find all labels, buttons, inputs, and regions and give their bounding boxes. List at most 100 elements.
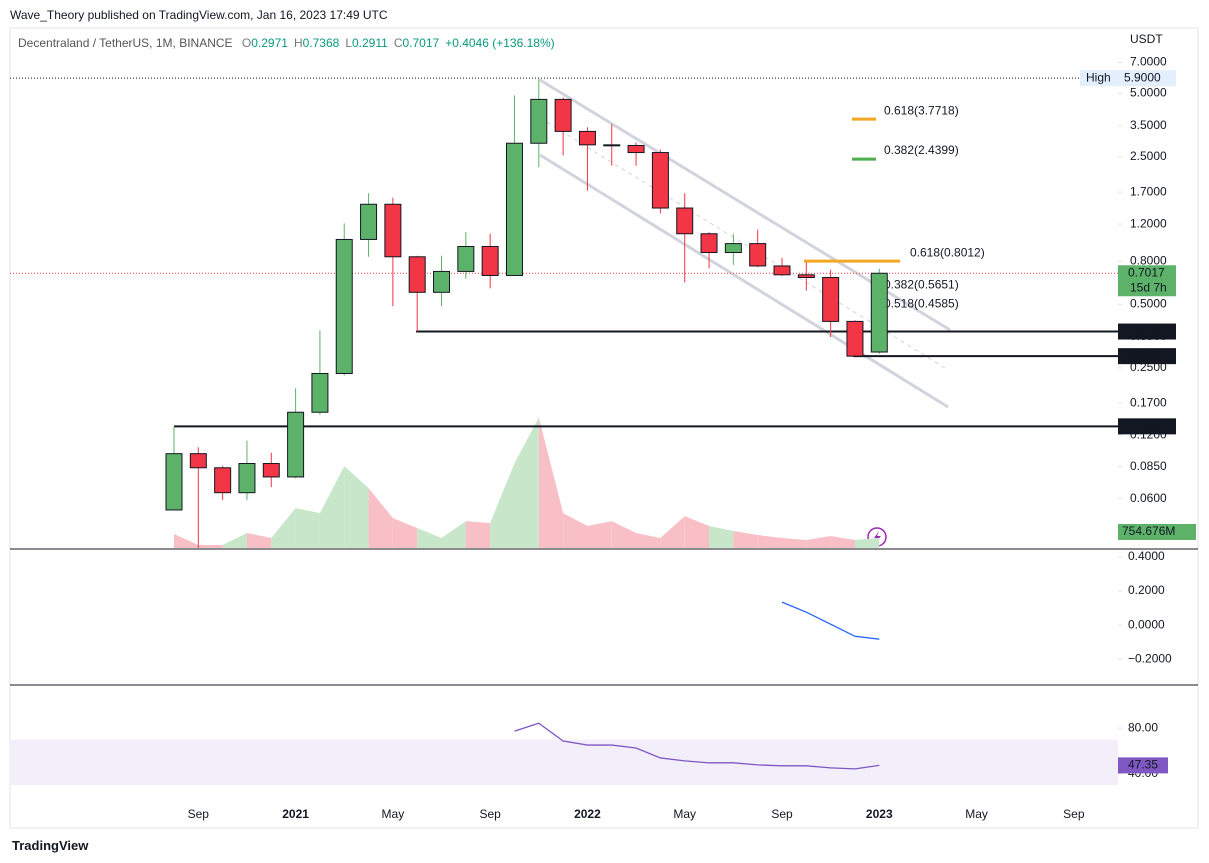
volume-area (271, 508, 296, 548)
y-tick-label: 5.0000 (1130, 86, 1167, 100)
change: +0.4046 (+136.18%) (445, 36, 555, 50)
price-box (1118, 265, 1176, 297)
candle-body (238, 463, 256, 494)
candle-body (165, 453, 183, 511)
ohlc-letter: C (393, 36, 403, 50)
publisher: Wave_Theory published on TradingView.com… (10, 8, 388, 22)
candle-body (578, 130, 596, 146)
x-tick-label: Sep (188, 807, 210, 821)
candle-body (530, 98, 548, 144)
price-label: 0.7017 (1128, 265, 1165, 279)
ohlc-value: 0.2911 (352, 36, 388, 50)
level-name: High (1086, 70, 1111, 84)
volume-label: 754.676M (1122, 524, 1175, 538)
y-tick-label: 0.2000 (1128, 583, 1165, 597)
channel-line (539, 153, 949, 409)
volume-box (1118, 523, 1196, 540)
level-label: 5.9000 (1124, 70, 1161, 84)
volume-area (441, 521, 466, 548)
volume-area (709, 526, 734, 548)
y-tick-label: 3.5000 (1130, 118, 1167, 132)
candle-body (870, 272, 888, 353)
candle-body (287, 411, 305, 478)
y-tick-label: 2.5000 (1130, 149, 1167, 163)
level-box (1118, 323, 1176, 340)
ohlc-letter: L (345, 36, 352, 50)
candle-body (700, 233, 718, 254)
volume-area (174, 534, 199, 548)
candle-body (214, 467, 232, 494)
ohlc-letter: O (241, 36, 252, 50)
level-label: 0.1320 (1124, 419, 1161, 433)
x-tick-label: Sep (771, 807, 793, 821)
level-box (1118, 348, 1176, 365)
volume-area (757, 535, 782, 548)
candle-body (457, 245, 475, 272)
volume-area (782, 538, 807, 548)
level-label: 0.3715 (1124, 324, 1161, 338)
event-icon-bolt (874, 531, 881, 543)
volume-area (222, 533, 247, 548)
level-box (1118, 70, 1176, 87)
fib-label: 0.382(2.4399) (884, 143, 959, 157)
candle-body (384, 203, 402, 258)
y-tick-label: 0.1700 (1130, 395, 1167, 409)
candle-body (724, 243, 742, 254)
y-tick-label: 0.8000 (1130, 253, 1167, 267)
band (10, 739, 1118, 786)
y-tick-label: 0.0850 (1130, 459, 1167, 473)
volume-area (392, 518, 418, 548)
ohlc-letter: H (293, 36, 303, 50)
countdown: 15d 7h (1130, 280, 1167, 294)
candle-body (554, 98, 572, 132)
value-label: 47.35 (1128, 758, 1158, 772)
candle-body (262, 463, 280, 478)
x-tick-label: 2022 (574, 807, 601, 821)
brand: TradingView (12, 838, 89, 853)
volume-area (611, 521, 637, 548)
volume-area (465, 521, 491, 548)
channel (539, 78, 951, 409)
fib-label: 0.618(0.8012) (910, 245, 985, 259)
candle-body (773, 265, 791, 276)
volume-area (198, 545, 223, 548)
fib-label: 0.618(3.7718) (884, 103, 959, 117)
fib-label: 0.518(0.4585) (884, 296, 959, 310)
ohlc-value: 0.7017 (402, 36, 440, 50)
volume-area (246, 533, 272, 548)
volume-area (368, 488, 393, 548)
volume-area (514, 417, 539, 548)
candle-body (481, 245, 499, 276)
candle-body (433, 270, 451, 293)
y-tick-label: 0.4000 (1128, 549, 1165, 563)
y-tick-label: 7.0000 (1130, 55, 1167, 69)
level-label: 0.2840 (1124, 348, 1161, 362)
candle-body (749, 243, 767, 267)
fib-label: 0.382(0.5651) (884, 277, 959, 291)
legend: Decentraland / TetherUS, 1M, BINANCE O0.… (18, 36, 555, 50)
volume-area (563, 513, 588, 548)
indicator-line (514, 722, 880, 770)
volume-area (660, 516, 685, 548)
x-tick-label: 2023 (866, 807, 893, 821)
volume-area (490, 463, 515, 548)
candle-body (627, 144, 645, 154)
frame (9, 27, 1199, 829)
ohlc-value: 0.2971 (251, 36, 288, 50)
candle-body (676, 207, 694, 235)
candle-body (189, 453, 207, 469)
x-tick-label: May (673, 807, 696, 821)
volume-area (830, 536, 855, 548)
candle-body (797, 274, 815, 279)
volume-area (854, 537, 880, 548)
candle-body (311, 373, 329, 413)
y-tick-label: 0.5000 (1130, 296, 1167, 310)
y-tick-label: 0.0000 (1128, 617, 1165, 631)
volume-area (733, 531, 758, 548)
x-tick-label: May (965, 807, 988, 821)
candle-body (822, 277, 840, 322)
volume-area (295, 508, 320, 548)
volume-area (636, 533, 661, 548)
